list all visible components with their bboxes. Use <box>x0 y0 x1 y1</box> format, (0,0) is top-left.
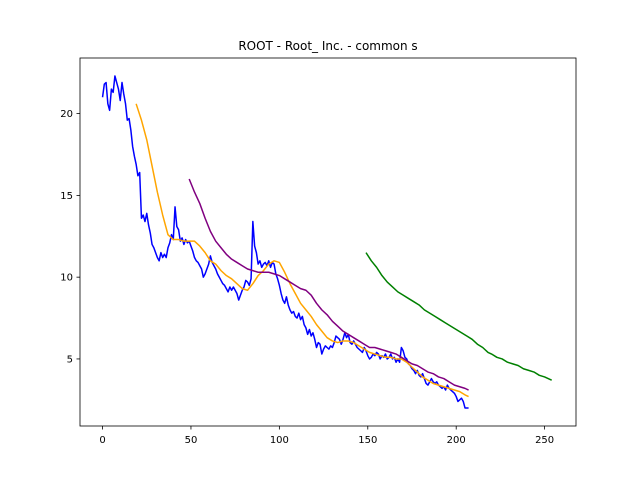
y-tick-label: 20 <box>60 109 73 120</box>
series-line-4 <box>365 252 553 381</box>
plot-area <box>79 57 577 427</box>
y-tick-label: 15 <box>60 191 73 202</box>
series-line-2 <box>135 103 469 398</box>
chart-title: ROOT - Root_ Inc. - common s <box>238 39 417 53</box>
x-tick-label: 250 <box>535 435 554 446</box>
y-tick-label: 5 <box>67 354 73 365</box>
x-tick-label: 200 <box>447 435 466 446</box>
x-tick-label: 150 <box>358 435 377 446</box>
y-tick-label: 10 <box>60 273 73 284</box>
y-axis: 5 10 15 20 <box>60 109 80 365</box>
axes-frame <box>79 57 577 427</box>
x-tick-label: 0 <box>99 435 105 446</box>
series-line-3 <box>188 178 469 391</box>
x-axis: 0 50 100 150 200 250 <box>99 426 554 446</box>
x-tick-label: 50 <box>185 435 198 446</box>
x-tick-label: 100 <box>270 435 289 446</box>
series-layer <box>101 75 553 409</box>
